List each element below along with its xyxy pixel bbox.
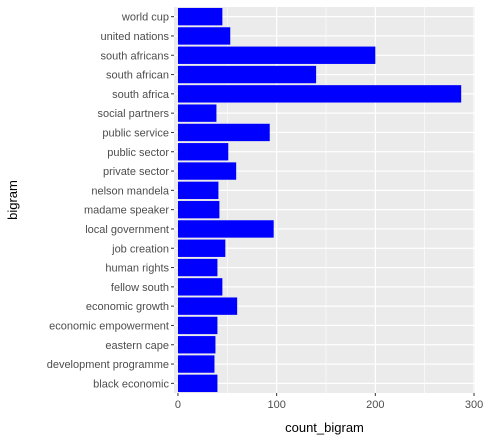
y-tick-label: social partners <box>97 108 169 120</box>
y-axis-title: bigram <box>5 180 20 220</box>
bar-black-economic <box>177 374 218 393</box>
bar-fellow-south <box>177 278 223 296</box>
bar-south-africa <box>177 85 462 103</box>
x-axis-title: count_bigram <box>285 420 364 435</box>
bar-public-sector <box>177 143 229 161</box>
x-tick-label: 200 <box>366 399 384 411</box>
bar-united-nations <box>177 27 231 45</box>
bar-development-programme <box>177 355 215 373</box>
bar-economic-growth <box>177 297 238 315</box>
bar-job-creation <box>177 239 226 257</box>
y-tick-label: development programme <box>47 359 169 371</box>
bar-public-service <box>177 123 270 142</box>
bar-south-africans <box>177 46 376 64</box>
y-tick-label: economic empowerment <box>49 320 169 332</box>
y-tick-label: nelson mandela <box>91 185 170 197</box>
x-tick-label: 0 <box>175 399 181 411</box>
bar-world-cup <box>177 7 223 26</box>
bar-economic-empowerment <box>177 316 218 335</box>
bar-private-sector <box>177 162 237 180</box>
y-tick-label: world cup <box>121 12 169 24</box>
y-tick-label: fellow south <box>111 282 169 294</box>
y-tick-label: south africa <box>112 89 170 101</box>
x-tick-label: 100 <box>267 399 285 411</box>
y-tick-label: south african <box>106 70 169 82</box>
y-tick-label: united nations <box>101 31 170 43</box>
y-tick-label: public sector <box>107 147 169 159</box>
y-tick-label: south africans <box>101 50 170 62</box>
bar-eastern-cape <box>177 336 216 354</box>
bar-madame-speaker <box>177 200 220 219</box>
y-tick-label: black economic <box>93 378 169 390</box>
bar-human-rights <box>177 258 218 277</box>
plot-panel <box>174 7 475 393</box>
bar-social-partners <box>177 104 217 122</box>
y-tick-label: public service <box>102 127 169 139</box>
x-tick-label: 300 <box>465 399 483 411</box>
y-tick-label: madame speaker <box>84 205 169 217</box>
y-tick-label: private sector <box>103 166 169 178</box>
y-tick-label: local government <box>85 224 169 236</box>
bar-nelson-mandela <box>177 181 219 200</box>
bar-south-african <box>177 65 317 84</box>
y-tick-label: human rights <box>105 263 169 275</box>
y-tick-label: job creation <box>111 243 169 255</box>
bar-local-government <box>177 220 274 238</box>
y-tick-label: economic growth <box>86 301 169 313</box>
y-tick-label: eastern cape <box>105 340 169 352</box>
